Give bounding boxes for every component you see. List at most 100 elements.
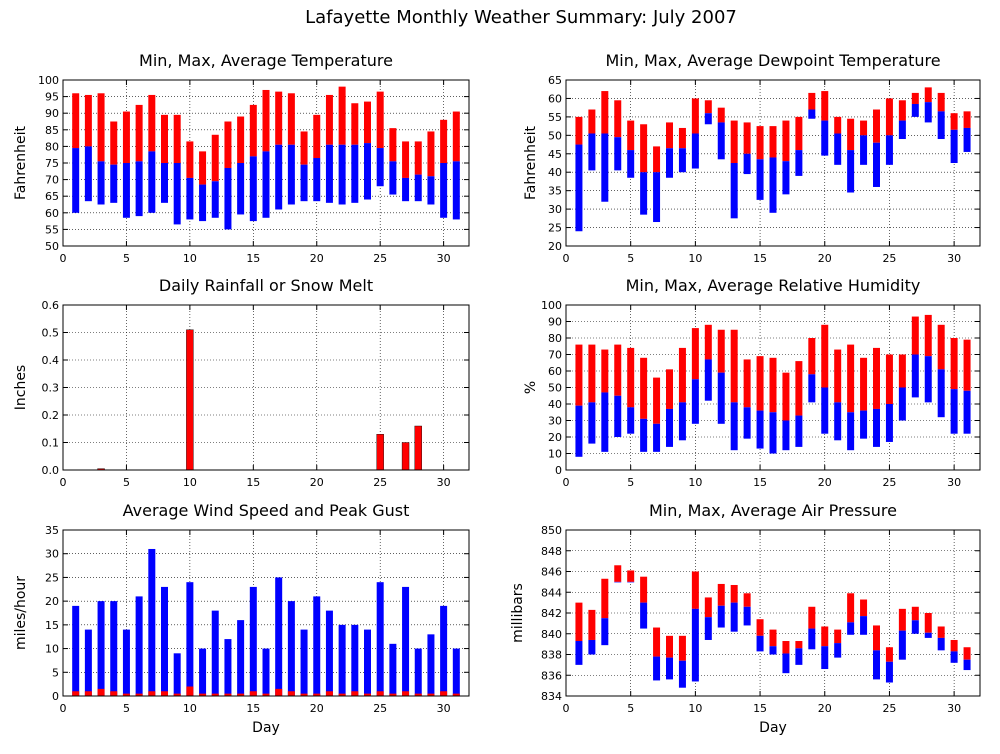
pressure-bar-lower — [704, 617, 712, 640]
dewpoint-bar-upper — [704, 100, 712, 114]
humidity-bar-lower — [640, 418, 648, 452]
dewpoint-xtick-label: 5 — [627, 252, 634, 265]
dewpoint-bar-lower — [963, 127, 971, 152]
humidity-bar-lower — [678, 402, 686, 441]
pressure-bar-lower — [653, 656, 661, 681]
humidity-bar-upper — [756, 356, 764, 411]
pressure-ytick-label: 834 — [541, 690, 562, 703]
pressure-bar-lower — [860, 616, 868, 635]
wind-ytick-label: 35 — [45, 524, 59, 537]
dewpoint-bar-upper — [627, 120, 635, 151]
dewpoint-bar-upper — [666, 122, 673, 149]
wind-avg-bar — [440, 691, 448, 696]
wind-gust-bar — [224, 639, 232, 696]
temperature-bar-upper — [186, 141, 194, 178]
wind-gust-bar — [173, 653, 181, 696]
humidity-bar-lower — [885, 404, 893, 442]
dewpoint-bar-upper — [756, 126, 764, 160]
temperature-bar-lower — [364, 143, 371, 200]
temperature-bar-upper — [249, 104, 257, 157]
humidity-title: Min, Max, Average Relative Humidity — [626, 276, 921, 295]
dewpoint-bar-lower — [924, 102, 932, 123]
dewpoint-bar-lower — [795, 150, 803, 176]
temperature-bar-lower — [224, 167, 232, 230]
humidity-ytick-label: 40 — [548, 398, 562, 411]
temperature-bar-lower — [313, 158, 321, 202]
temperature-bar-upper — [275, 91, 283, 145]
temperature-bar-upper — [148, 94, 156, 152]
pressure-bar-lower — [808, 628, 816, 650]
humidity-bar-lower — [782, 420, 790, 451]
pressure-bar-upper — [653, 627, 661, 657]
humidity-ytick-label: 50 — [548, 382, 562, 395]
rainfall-chart: Daily Rainfall or Snow Melt 0.0 0.1 0.2 0.3 0… — [13, 276, 470, 489]
wind-xtick-label: 20 — [310, 702, 324, 715]
dewpoint-bar-upper — [873, 109, 880, 143]
dewpoint-bar-lower — [730, 163, 738, 219]
wind-avg-bar — [161, 691, 168, 696]
wind-gust-bar — [414, 648, 422, 696]
wind-gust-bar — [325, 610, 333, 696]
wind-avg-bar — [351, 691, 359, 696]
temperature-bar-upper — [440, 119, 448, 163]
dewpoint-xtick-label: 20 — [818, 252, 832, 265]
dewpoint-bar-upper — [808, 92, 816, 110]
wind-xtick-label: 30 — [437, 702, 451, 715]
temperature-bar-lower — [72, 148, 80, 213]
dewpoint-bar-upper — [743, 122, 751, 154]
rainfall-xtick-label: 25 — [373, 476, 387, 489]
rainfall-bar — [414, 425, 422, 471]
temperature-bar-upper — [199, 151, 207, 185]
humidity-bar-lower — [691, 379, 699, 424]
wind-xtick-label: 0 — [60, 702, 67, 715]
pressure-bar-upper — [782, 641, 790, 654]
humidity-bar-upper — [860, 357, 868, 411]
humidity-ytick-label: 80 — [548, 332, 562, 345]
rainfall-xtick-label: 5 — [123, 476, 130, 489]
humidity-bar-lower — [769, 412, 777, 454]
pressure-bar-upper — [704, 597, 712, 618]
pressure-bar-upper — [860, 599, 868, 617]
pressure-bar-upper — [575, 602, 583, 642]
dewpoint-bar-upper — [795, 116, 803, 151]
dewpoint-chart: Min, Max, Average Dewpoint Temperature 20… — [523, 51, 981, 265]
pressure-bar-upper — [717, 583, 725, 606]
pressure-bar-lower — [821, 646, 829, 670]
pressure-bar-upper — [601, 578, 609, 619]
dewpoint-bar-upper — [588, 109, 596, 134]
temperature-bar-lower — [338, 144, 346, 205]
dewpoint-xtick-label: 0 — [563, 252, 570, 265]
wind-gust-bar — [275, 577, 283, 696]
wind-avg-bar — [122, 693, 130, 696]
temperature-chart: Min, Max, Average Temperature50556065707… — [13, 51, 470, 265]
dewpoint-title: Min, Max, Average Dewpoint Temperature — [605, 51, 940, 70]
wind-xtick-label: 15 — [246, 702, 260, 715]
temperature-xtick-label: 30 — [437, 252, 451, 265]
dewpoint-bar-upper — [937, 92, 945, 112]
temperature-bar-lower — [135, 161, 143, 217]
humidity-bar-lower — [614, 395, 622, 437]
temperature-bar-upper — [224, 121, 232, 168]
dewpoint-bar-upper — [963, 111, 971, 128]
temperature-bar-upper — [84, 94, 92, 147]
dewpoint-bar-lower — [782, 161, 790, 195]
wind-avg-bar — [414, 693, 422, 696]
dewpoint-ytick-label: 50 — [548, 129, 562, 142]
wind-xtick-label: 10 — [183, 702, 197, 715]
pressure-bar-lower — [795, 648, 803, 665]
pressure-bar-lower — [666, 657, 673, 680]
humidity-bar-upper — [601, 349, 609, 393]
wind-gust-bar — [351, 624, 359, 696]
dewpoint-bar-lower — [847, 150, 855, 193]
humidity-bar-lower — [704, 359, 712, 401]
pressure-bar-upper — [911, 606, 919, 621]
temperature-xtick-label: 15 — [246, 252, 260, 265]
temperature-ytick-label: 60 — [45, 207, 59, 220]
wind-gust-bar — [376, 582, 384, 696]
temperature-bar-upper — [402, 141, 410, 178]
dewpoint-ytick-label: 45 — [548, 148, 562, 161]
pressure-bar-lower — [885, 661, 893, 683]
temperature-bar-upper — [97, 93, 105, 162]
rainfall-bar — [401, 442, 410, 471]
dewpoint-ytick-label: 40 — [548, 166, 562, 179]
